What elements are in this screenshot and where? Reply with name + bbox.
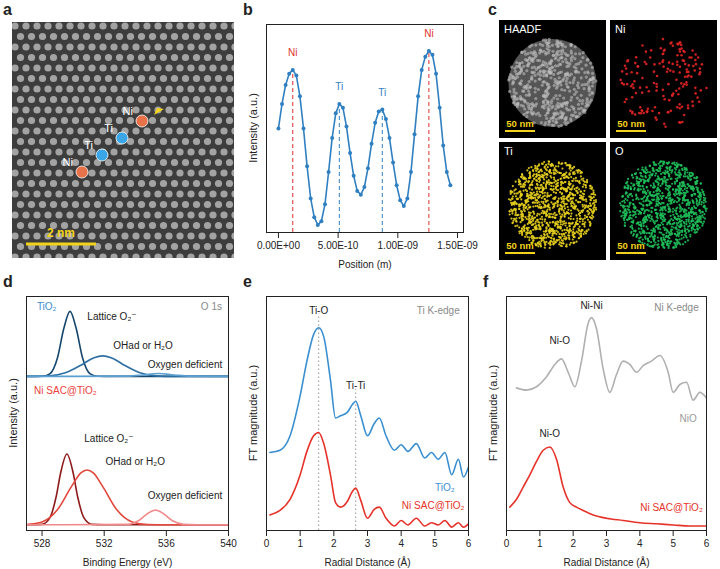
svg-text:3: 3: [604, 538, 610, 549]
svg-text:6: 6: [466, 538, 472, 549]
svg-text:Ni-O: Ni-O: [540, 428, 561, 439]
svg-text:0: 0: [504, 538, 510, 549]
svg-text:50 nm: 50 nm: [506, 118, 533, 129]
svg-text:0: 0: [264, 538, 270, 549]
svg-text:5.00E-10: 5.00E-10: [318, 240, 359, 251]
svg-text:5: 5: [432, 538, 438, 549]
html-text:b: b: [243, 1, 253, 18]
html-text:FT magnitude (a.u.): FT magnitude (a.u.): [247, 364, 259, 462]
svg-text:528: 528: [34, 538, 51, 549]
svg-text:4: 4: [637, 538, 643, 549]
svg-text:Ni: Ni: [123, 105, 133, 117]
svg-text:Ni: Ni: [424, 28, 433, 39]
svg-text:Ni: Ni: [615, 23, 625, 35]
svg-text:6: 6: [704, 538, 710, 549]
svg-text:Ni-Ni: Ni-Ni: [580, 300, 602, 311]
svg-text:4: 4: [398, 538, 404, 549]
svg-text:Radial Distance (Å): Radial Distance (Å): [563, 556, 649, 568]
svg-text:OHad or H₂O: OHad or H₂O: [106, 456, 166, 467]
svg-text:Ni SAC@TiO₂: Ni SAC@TiO₂: [640, 502, 703, 513]
svg-text:1: 1: [297, 538, 303, 549]
svg-text:Ni: Ni: [288, 47, 297, 58]
svg-text:5: 5: [670, 538, 676, 549]
svg-text:NiO: NiO: [680, 413, 697, 424]
svg-text:Ni SAC@TiO₂: Ni SAC@TiO₂: [402, 500, 465, 511]
svg-text:2: 2: [570, 538, 576, 549]
html-text:Intensity (a.u.): Intensity (a.u.): [7, 378, 19, 448]
svg-text:Ti: Ti: [378, 87, 386, 98]
html-text:e: e: [243, 273, 252, 290]
svg-text:Ti: Ti: [504, 145, 513, 157]
svg-text:Ti: Ti: [104, 122, 113, 134]
html-text:f: f: [483, 273, 489, 290]
svg-text:Binding Energy (eV): Binding Energy (eV): [83, 557, 173, 568]
svg-text:Ni: Ni: [63, 156, 73, 168]
svg-text:Ti: Ti: [335, 81, 343, 92]
svg-text:Ti-O: Ti-O: [309, 305, 328, 316]
svg-text:Lattice O₂⁻: Lattice O₂⁻: [84, 433, 133, 444]
svg-text:532: 532: [96, 538, 113, 549]
svg-text:O: O: [615, 145, 624, 157]
svg-text:Position (m): Position (m): [338, 259, 391, 270]
svg-text:OHad or H₂O: OHad or H₂O: [113, 340, 173, 351]
svg-text:Oxygen deficient: Oxygen deficient: [148, 490, 223, 501]
svg-text:Ti: Ti: [84, 139, 93, 151]
svg-text:3: 3: [365, 538, 371, 549]
html-text:c: c: [488, 1, 497, 18]
svg-text:TiO₂: TiO₂: [435, 482, 455, 493]
html-text:Intensity (a.u.): Intensity (a.u.): [247, 93, 259, 163]
svg-text:1: 1: [537, 538, 543, 549]
svg-text:50 nm: 50 nm: [617, 118, 644, 129]
svg-text:O 1s: O 1s: [201, 301, 222, 312]
svg-text:Ni K-edge: Ni K-edge: [654, 302, 699, 313]
svg-text:1.00E-09: 1.00E-09: [378, 240, 419, 251]
svg-text:Ti-Ti: Ti-Ti: [346, 380, 365, 391]
svg-text:1.50E-09: 1.50E-09: [437, 240, 478, 251]
html-text:FT magnitude (a.u.): FT magnitude (a.u.): [487, 364, 499, 462]
html-text:a: a: [3, 1, 12, 18]
svg-text:540: 540: [220, 538, 237, 549]
svg-text:536: 536: [158, 538, 175, 549]
svg-text:Lattice O₂⁻: Lattice O₂⁻: [87, 311, 136, 322]
svg-text:50 nm: 50 nm: [506, 240, 533, 251]
svg-text:TiO₂: TiO₂: [37, 301, 57, 312]
svg-text:HAADF: HAADF: [504, 23, 542, 35]
svg-text:Ti K-edge: Ti K-edge: [417, 305, 460, 316]
html-text:d: d: [3, 273, 13, 290]
svg-text:Ni SAC@TiO₂: Ni SAC@TiO₂: [34, 385, 97, 396]
svg-text:Radial Distance (Å): Radial Distance (Å): [324, 556, 410, 568]
svg-text:Ni-O: Ni-O: [550, 335, 571, 346]
svg-text:2: 2: [331, 538, 337, 549]
svg-text:2 nm: 2 nm: [47, 226, 75, 240]
svg-text:50 nm: 50 nm: [617, 240, 644, 251]
svg-text:0.00E+00: 0.00E+00: [257, 240, 301, 251]
svg-text:Oxygen deficient: Oxygen deficient: [148, 359, 223, 370]
